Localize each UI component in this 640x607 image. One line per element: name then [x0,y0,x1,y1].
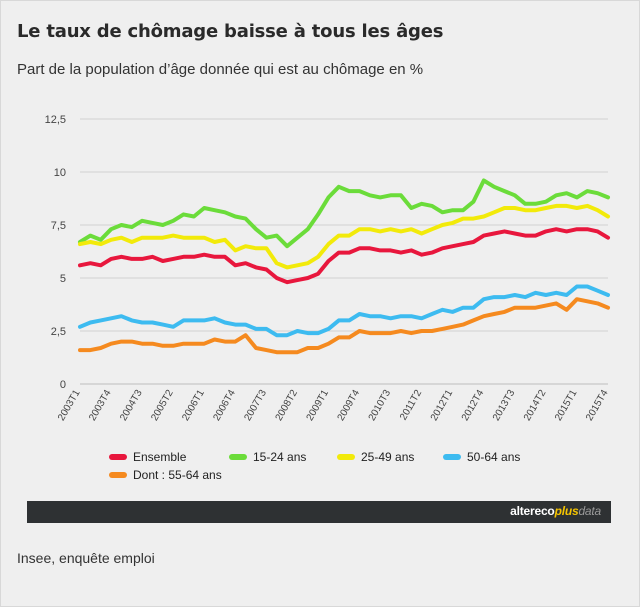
x-tick-label: 2012T4 [460,388,487,423]
x-tick-label: 2003T1 [56,388,83,423]
y-tick-label: 7,5 [51,220,66,232]
x-tick-label: 2008T2 [274,388,301,423]
legend-swatch-15-24 [229,454,247,460]
y-tick-label: 2,5 [51,326,66,338]
x-tick-label: 2006T4 [211,388,238,423]
x-tick-label: 2009T1 [305,388,332,423]
source-note: Insee, enquête emploi [17,550,155,566]
chart-subtitle: Part de la population d’âge donnée qui e… [17,61,424,78]
x-tick-label: 2011T2 [398,388,424,423]
series-line-3 [78,284,610,338]
x-tick-label: 2003T4 [87,388,114,423]
brand-logo: alterecoplusdata [510,504,601,518]
legend-label-15-24: 15-24 ans [253,450,307,464]
series-line-0 [78,227,610,285]
x-tick-label: 2010T3 [367,388,394,423]
x-tick-label: 2007T3 [242,388,269,423]
y-tick-label: 10 [54,167,66,179]
x-tick-label: 2015T1 [553,388,580,423]
x-tick-label: 2015T4 [584,388,611,423]
series-line-4 [78,297,610,355]
legend-item-50-64: 50-64 ans [443,450,520,464]
series-line-2 [78,203,610,270]
y-tick-label: 5 [60,273,66,285]
x-tick-label: 2014T2 [522,388,549,423]
legend-item-ensemble: Ensemble [109,450,186,464]
x-tick-label: 2005T2 [149,388,176,423]
legend-item-15-24: 15-24 ans [229,450,306,464]
legend-swatch-25-49 [337,454,355,460]
legend-item-25-49: 25-49 ans [337,450,414,464]
x-tick-label: 2012T1 [429,388,456,423]
brand-bar: alterecoplusdata [27,501,611,523]
legend-swatch-ensemble [109,454,127,460]
series-line-1 [78,178,610,249]
y-tick-label: 0 [60,379,66,391]
legend-label-55-64: Dont : 55-64 ans [133,468,222,482]
legend-label-25-49: 25-49 ans [361,450,415,464]
x-tick-label: 2006T1 [180,388,207,423]
y-tick-label: 12,5 [45,114,66,126]
legend-swatch-55-64 [109,472,127,478]
legend-swatch-50-64 [443,454,461,460]
legend-item-55-64: Dont : 55-64 ans [109,468,222,482]
x-tick-label: 2013T3 [491,388,518,423]
x-tick-label: 2004T3 [118,388,145,423]
legend-label-50-64: 50-64 ans [467,450,521,464]
chart-title: Le taux de chômage baisse à tous les âge… [17,21,444,42]
x-tick-label: 2009T4 [336,388,363,423]
legend-label-ensemble: Ensemble [133,450,187,464]
